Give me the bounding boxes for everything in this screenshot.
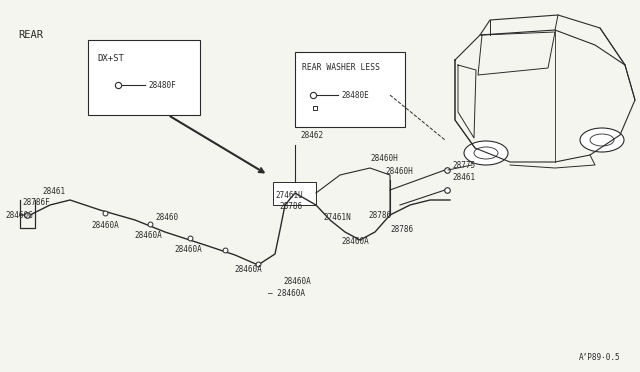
Text: 28461: 28461 [42, 187, 65, 196]
Text: REAR: REAR [18, 30, 43, 40]
Text: 28460G: 28460G [5, 211, 33, 219]
Text: 28460H: 28460H [370, 154, 397, 163]
Text: 28786: 28786 [279, 202, 302, 212]
Ellipse shape [580, 128, 624, 152]
Bar [273, 182, 316, 205]
Text: 28460A: 28460A [341, 237, 369, 247]
Text: 28460A: 28460A [283, 278, 311, 286]
Text: 28460A: 28460A [91, 221, 119, 230]
Text: 28480E: 28480E [341, 90, 369, 99]
Text: 28461: 28461 [452, 173, 475, 183]
Text: 27461N: 27461N [323, 214, 351, 222]
Text: 28460A: 28460A [174, 246, 202, 254]
Text: 28460: 28460 [155, 214, 178, 222]
Text: 28775: 28775 [452, 160, 475, 170]
Bar [88, 40, 200, 115]
Text: 27461U: 27461U [275, 192, 303, 201]
Text: A’P89⋅0.5: A’P89⋅0.5 [579, 353, 620, 362]
Text: 28460A: 28460A [134, 231, 162, 241]
Text: 28460A: 28460A [234, 266, 262, 275]
Text: 28480F: 28480F [148, 80, 176, 90]
Text: 28786: 28786 [368, 211, 391, 219]
Text: REAR WASHER LESS: REAR WASHER LESS [302, 63, 380, 72]
Ellipse shape [590, 134, 614, 146]
Text: — 28460A: — 28460A [268, 289, 305, 298]
Text: 28786F: 28786F [22, 199, 50, 208]
Bar [295, 52, 405, 127]
Ellipse shape [474, 147, 498, 159]
Text: 28786: 28786 [390, 225, 413, 234]
Text: DX+ST: DX+ST [97, 54, 124, 63]
Text: 28460H: 28460H [385, 167, 413, 176]
Ellipse shape [464, 141, 508, 165]
Text: 28462: 28462 [300, 131, 323, 140]
